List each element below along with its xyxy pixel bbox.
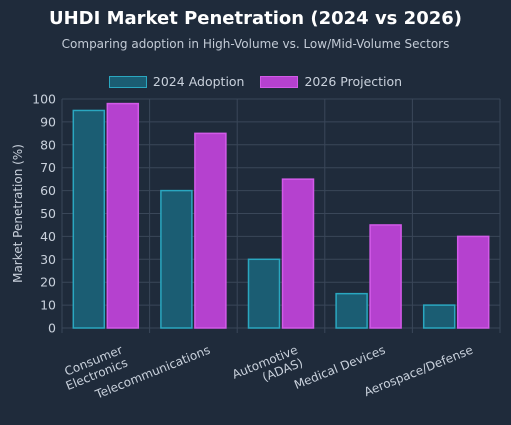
y-tick-label: 60 — [40, 183, 56, 198]
y-tick-label: 30 — [40, 252, 56, 267]
y-tick-label: 40 — [40, 229, 56, 244]
bar-2026 — [281, 178, 315, 329]
y-tick-label: 80 — [40, 137, 56, 152]
y-tick-label: 50 — [40, 206, 56, 221]
bar-2024 — [422, 304, 456, 329]
bar-2026 — [194, 132, 227, 329]
legend-swatch-2024 — [108, 75, 147, 88]
legend-item-2024[interactable]: 2024 Adoption — [108, 74, 245, 89]
legend-label-2026: 2026 Projection — [304, 74, 403, 89]
x-tick-label: Automotive(ADAS) — [230, 343, 305, 395]
y-tick-label: 70 — [40, 160, 56, 175]
y-tick-label: 10 — [40, 298, 56, 313]
bar-2026 — [456, 235, 490, 329]
y-tick-label: 20 — [40, 275, 56, 290]
y-tick-label: 0 — [48, 321, 56, 336]
y-tick-label: 100 — [32, 92, 56, 107]
bar-2024 — [72, 109, 106, 329]
bar-2024 — [247, 258, 281, 329]
bar-2026 — [106, 102, 140, 329]
bar-2024 — [160, 189, 193, 329]
y-axis-label: Market Penetration (%) — [11, 144, 25, 283]
chart-subtitle: Comparing adoption in High-Volume vs. Lo… — [61, 37, 450, 51]
legend: 2024 Adoption 2026 Projection — [0, 74, 511, 89]
bar-2024 — [335, 292, 368, 329]
bar-2026 — [369, 224, 402, 329]
y-tick-label: 90 — [40, 114, 56, 129]
chart-title: UHDI Market Penetration (2024 vs 2026) — [49, 8, 462, 29]
legend-item-2026[interactable]: 2026 Projection — [260, 74, 402, 89]
legend-label-2024: 2024 Adoption — [152, 74, 245, 89]
legend-swatch-2026 — [260, 75, 299, 88]
